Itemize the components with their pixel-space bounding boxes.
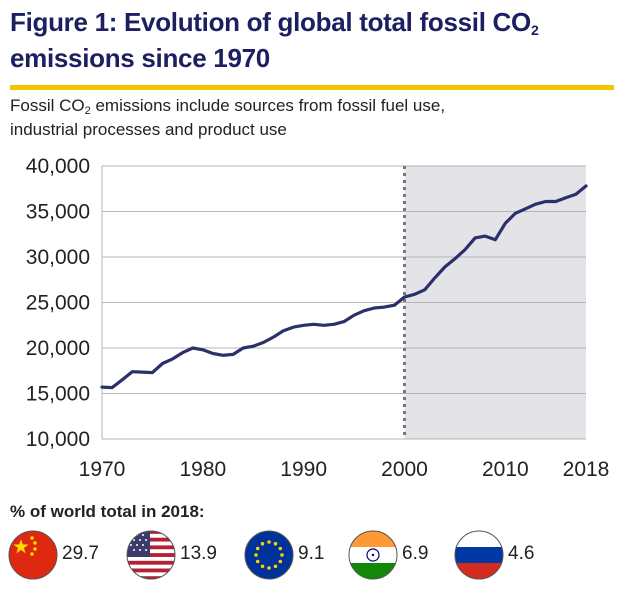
share-value: 13.9 — [180, 543, 217, 564]
y-tick-label: 25,000 — [26, 292, 90, 315]
y-tick-label: 30,000 — [26, 246, 90, 269]
y-tick-label: 10,000 — [26, 428, 90, 451]
x-tick-label: 1970 — [79, 458, 126, 481]
x-tick-label: 2010 — [482, 458, 529, 481]
chart-title: Figure 1: Evolution of global total foss… — [10, 4, 620, 76]
y-tick-label: 15,000 — [26, 383, 90, 406]
y-tick-label: 20,000 — [26, 337, 90, 360]
title-line1: Figure 1: Evolution of global total foss… — [10, 7, 539, 38]
country-shares: 29.7 13.9 — [8, 530, 623, 582]
share-value: 4.6 — [508, 543, 535, 564]
share-value: 29.7 — [62, 543, 99, 564]
eu-flag-icon — [244, 530, 294, 580]
india-flag-icon — [348, 530, 398, 580]
title-divider — [10, 85, 614, 90]
line-chart: 10,000 15,000 20,000 25,000 30,000 35,000 40,0… — [26, 155, 610, 481]
y-tick-label: 35,000 — [26, 201, 90, 224]
shares-label: % of world total in 2018: — [10, 502, 205, 521]
share-value: 9.1 — [298, 543, 325, 564]
china-flag-icon — [8, 530, 58, 580]
x-tick-label: 2018 — [563, 458, 610, 481]
emissions-line — [100, 184, 588, 390]
x-tick-label: 1980 — [179, 458, 226, 481]
x-tick-label: 2000 — [381, 458, 428, 481]
title-line2: emissions since 1970 — [10, 43, 270, 73]
y-tick-label: 40,000 — [26, 155, 90, 178]
usa-flag-icon — [126, 530, 176, 580]
x-tick-label: 1990 — [280, 458, 327, 481]
russia-flag-icon — [454, 530, 504, 580]
share-value: 6.9 — [402, 543, 429, 564]
chart-subtitle: Fossil CO2 emissions include sources fro… — [10, 96, 446, 139]
